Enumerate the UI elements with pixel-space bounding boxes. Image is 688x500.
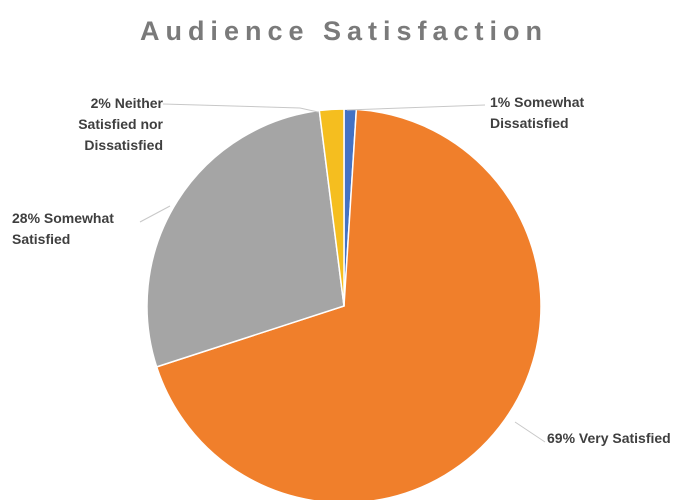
label-somewhat-dissatisfied-line-2: Dissatisfied [490, 113, 584, 134]
label-neither-line-3: Dissatisfied [78, 135, 163, 156]
leader-somewhat-satisfied [140, 206, 170, 222]
label-neither: 2% Neither Satisfied nor Dissatisfied [78, 93, 163, 156]
label-very-satisfied-line-1: 69% Very Satisfied [547, 428, 671, 449]
label-very-satisfied: 69% Very Satisfied [547, 428, 671, 449]
label-neither-line-2: Satisfied nor [78, 114, 163, 135]
leader-somewhat-dissatisfied [347, 105, 485, 110]
label-somewhat-dissatisfied: 1% Somewhat Dissatisfied [490, 92, 584, 134]
label-somewhat-satisfied: 28% Somewhat Satisfied [12, 208, 114, 250]
label-somewhat-dissatisfied-line-1: 1% Somewhat [490, 92, 584, 113]
label-somewhat-satisfied-line-2: Satisfied [12, 229, 114, 250]
leader-very-satisfied [515, 422, 545, 442]
label-somewhat-satisfied-line-1: 28% Somewhat [12, 208, 114, 229]
leader-neither [163, 104, 318, 112]
label-neither-line-1: 2% Neither [78, 93, 163, 114]
